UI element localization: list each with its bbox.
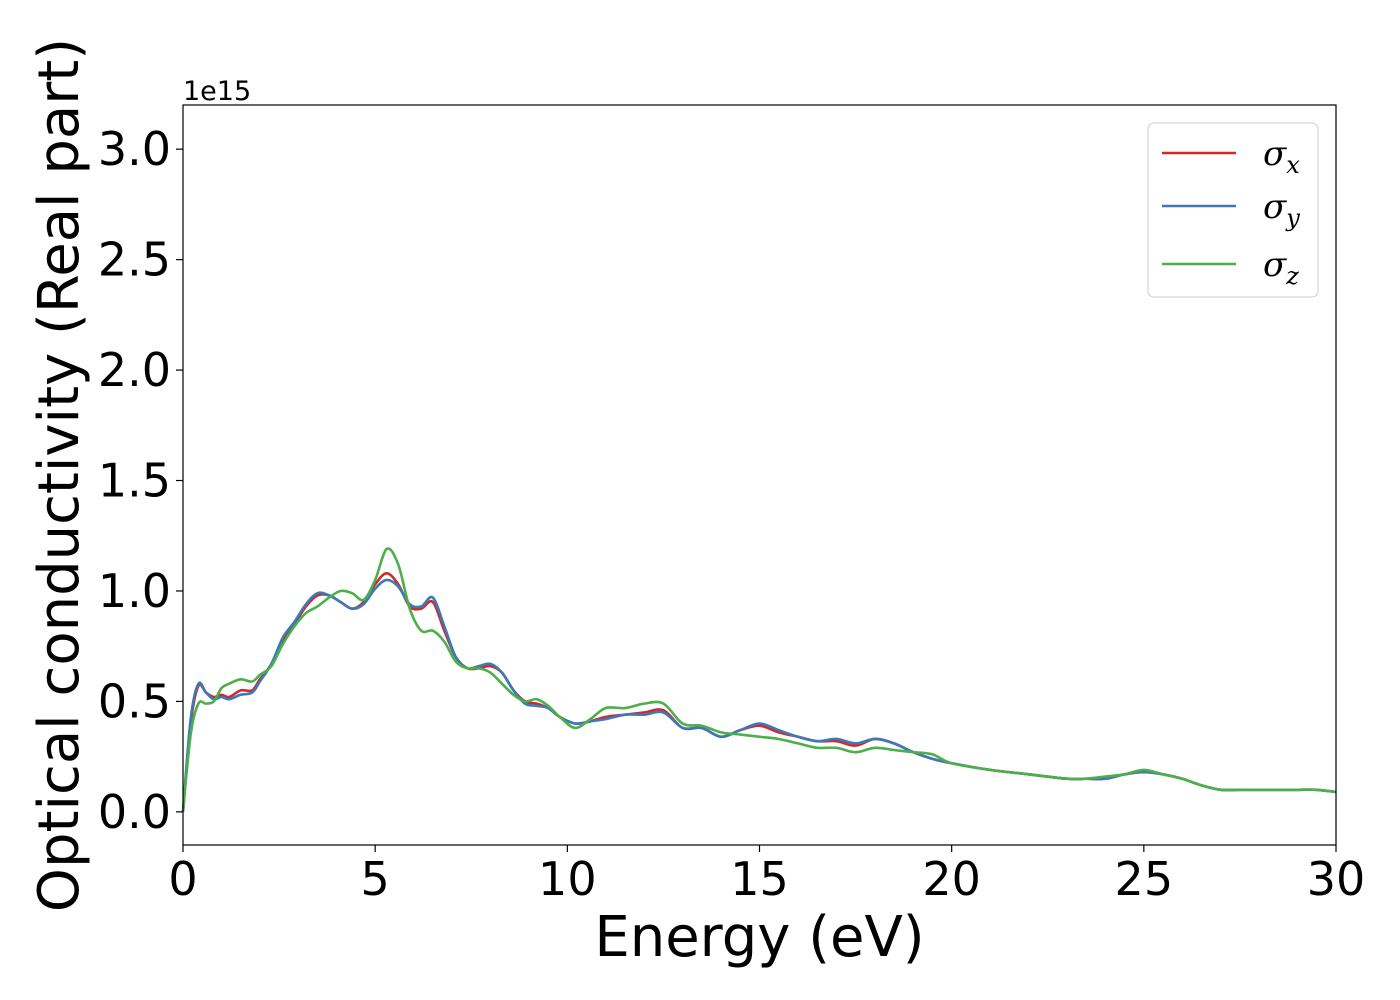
- x-tick-label: 25: [1115, 852, 1174, 906]
- y-tick-label: 2.5: [98, 233, 171, 287]
- legend-box: [1147, 122, 1319, 298]
- x-axis-ticks: 0 5 10 15 20 25 30: [168, 845, 1365, 906]
- legend-label-y: σy: [1263, 187, 1300, 232]
- y-tick-label: 0.5: [98, 674, 171, 728]
- y-tick-label: 1.5: [98, 454, 171, 508]
- y-tick-label: 1.0: [98, 564, 171, 618]
- series-line-y: [181, 578, 1337, 812]
- y-axis-ticks: 0.0 0.5 1.0 1.5 2.0 2.5 3.0: [98, 122, 183, 839]
- x-tick-label: 10: [538, 852, 597, 906]
- y-axis-offset-label: 1e15: [183, 76, 251, 107]
- x-tick-label: 15: [730, 852, 789, 906]
- legend-label-z: σz: [1263, 245, 1299, 290]
- legend: σx σy σz: [1147, 122, 1319, 298]
- y-tick-label: 2.0: [98, 343, 171, 397]
- y-tick-label: 3.0: [98, 122, 171, 176]
- x-axis-label: Energy (eV): [594, 905, 924, 970]
- x-tick-label: 0: [168, 852, 197, 906]
- series-lines: [181, 547, 1337, 812]
- x-tick-label: 20: [922, 852, 981, 906]
- x-tick-label: 30: [1307, 852, 1366, 906]
- series-line-z: [181, 547, 1337, 812]
- y-tick-label: 0.0: [98, 785, 171, 839]
- legend-label-x: σx: [1263, 134, 1300, 179]
- y-axis-label: Optical conductivity (Real part): [27, 38, 92, 912]
- x-tick-label: 5: [361, 852, 390, 906]
